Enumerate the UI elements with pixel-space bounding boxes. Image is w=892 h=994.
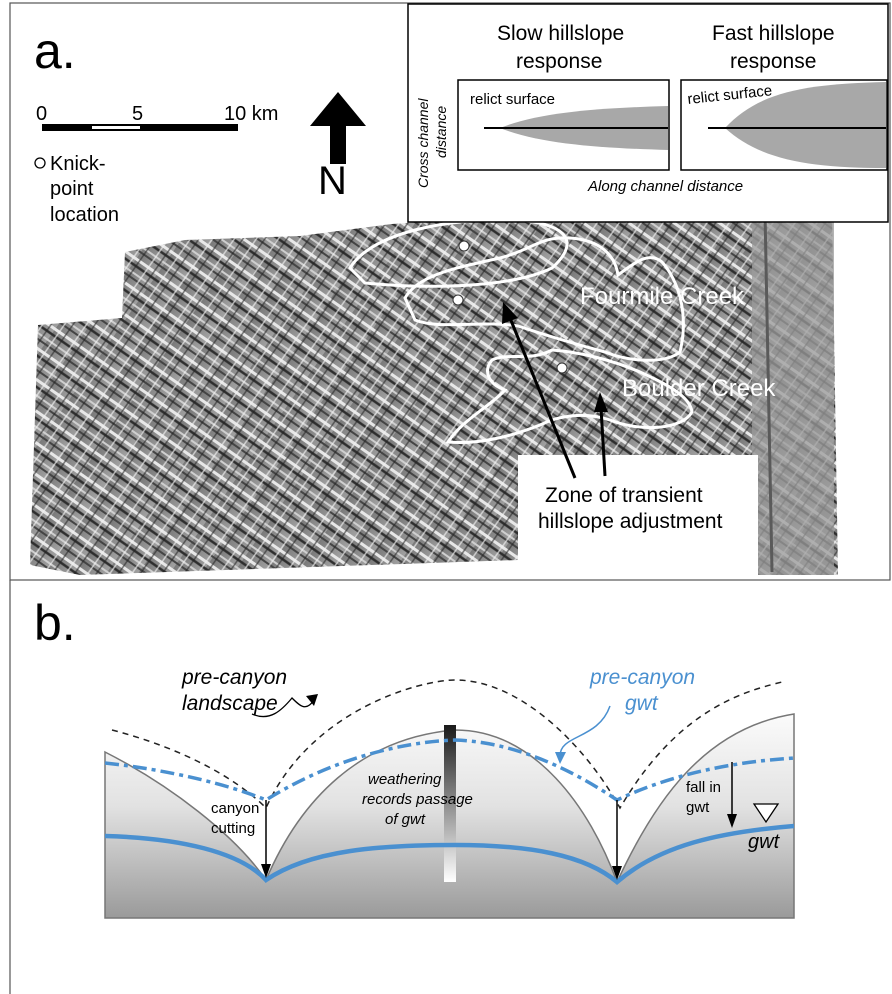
fall-in-gwt-line1: fall in <box>686 779 721 796</box>
fast-title-line1: Fast hillslope <box>712 22 835 45</box>
knickpoint-legend: Knick- point location <box>34 153 119 226</box>
fall-in-gwt-line2: gwt <box>686 799 710 816</box>
knickpoint-markers <box>452 240 568 374</box>
inset-x-axis-label: Along channel distance <box>587 178 743 195</box>
knickpoint-2 <box>452 294 464 306</box>
pre-canyon-landscape-line1: pre-canyon <box>181 666 287 689</box>
panel-b-label: b. <box>34 595 76 651</box>
slow-title-line2: response <box>516 50 602 73</box>
canyon-cutting-arrows <box>261 762 737 880</box>
weathering-line3: of gwt <box>385 811 426 828</box>
legend-line1: Knick- <box>50 153 106 175</box>
fast-title-line2: response <box>730 50 816 73</box>
legend-line2: point <box>50 178 94 200</box>
zone-arrows <box>502 302 608 479</box>
panel-a-frame <box>9 2 891 581</box>
scale-tick-0: 0 <box>36 103 47 125</box>
current-gwt-line <box>104 823 795 885</box>
canyon-cutting-line2: cutting <box>211 820 255 837</box>
zone-label-box <box>518 455 758 577</box>
panel-a-label: a. <box>34 23 76 79</box>
weathering-line1: weathering <box>368 771 442 788</box>
knickpoint-3 <box>556 362 568 374</box>
legend-circle-icon <box>34 157 46 169</box>
pre-canyon-gwt-line2: gwt <box>625 692 659 715</box>
north-arrow-icon: N <box>310 92 366 203</box>
gwt-label: gwt <box>748 831 781 853</box>
weathering-column <box>444 725 456 882</box>
canyon-cutting-line1: canyon <box>211 800 259 817</box>
slow-title-line1: Slow hillslope <box>497 22 624 45</box>
gwt-pointer-arrowhead <box>555 752 566 764</box>
north-letter: N <box>318 159 347 203</box>
pre-canyon-landscape-line2: landscape <box>182 692 278 715</box>
relict-surface-slow: relict surface <box>470 91 555 108</box>
scale-bar: 0 5 10 km <box>36 103 278 131</box>
legend-line3: location <box>50 204 119 226</box>
weathering-line2: records passage <box>362 791 473 808</box>
hillslope-response-inset: Slow hillslope response Fast hillslope r… <box>407 3 889 223</box>
pre-canyon-gwt-line <box>104 738 795 803</box>
zone-label-line2: hillslope adjustment <box>538 510 723 533</box>
fourmile-creek-label: Fourmile Creek <box>580 283 745 310</box>
water-table-icon <box>752 803 780 824</box>
landscape-pointer-arrowhead <box>306 694 318 706</box>
knickpoint-1 <box>458 240 470 252</box>
pre-canyon-gwt-line1: pre-canyon <box>589 666 695 689</box>
zone-outlines <box>348 218 694 445</box>
inset-y-axis-line1: Cross channel <box>415 98 431 188</box>
boulder-creek-label: Boulder Creek <box>622 375 776 402</box>
pre-canyon-landscape-line <box>111 679 787 810</box>
gwt-pointer-arrow <box>559 705 611 757</box>
landscape-pointer-arrow <box>251 697 315 718</box>
scale-tick-5: 5 <box>132 103 143 125</box>
zone-label-line1: Zone of transient <box>545 484 703 507</box>
scale-tick-10: 10 km <box>224 103 278 125</box>
inset-y-axis-line2: distance <box>433 106 449 158</box>
